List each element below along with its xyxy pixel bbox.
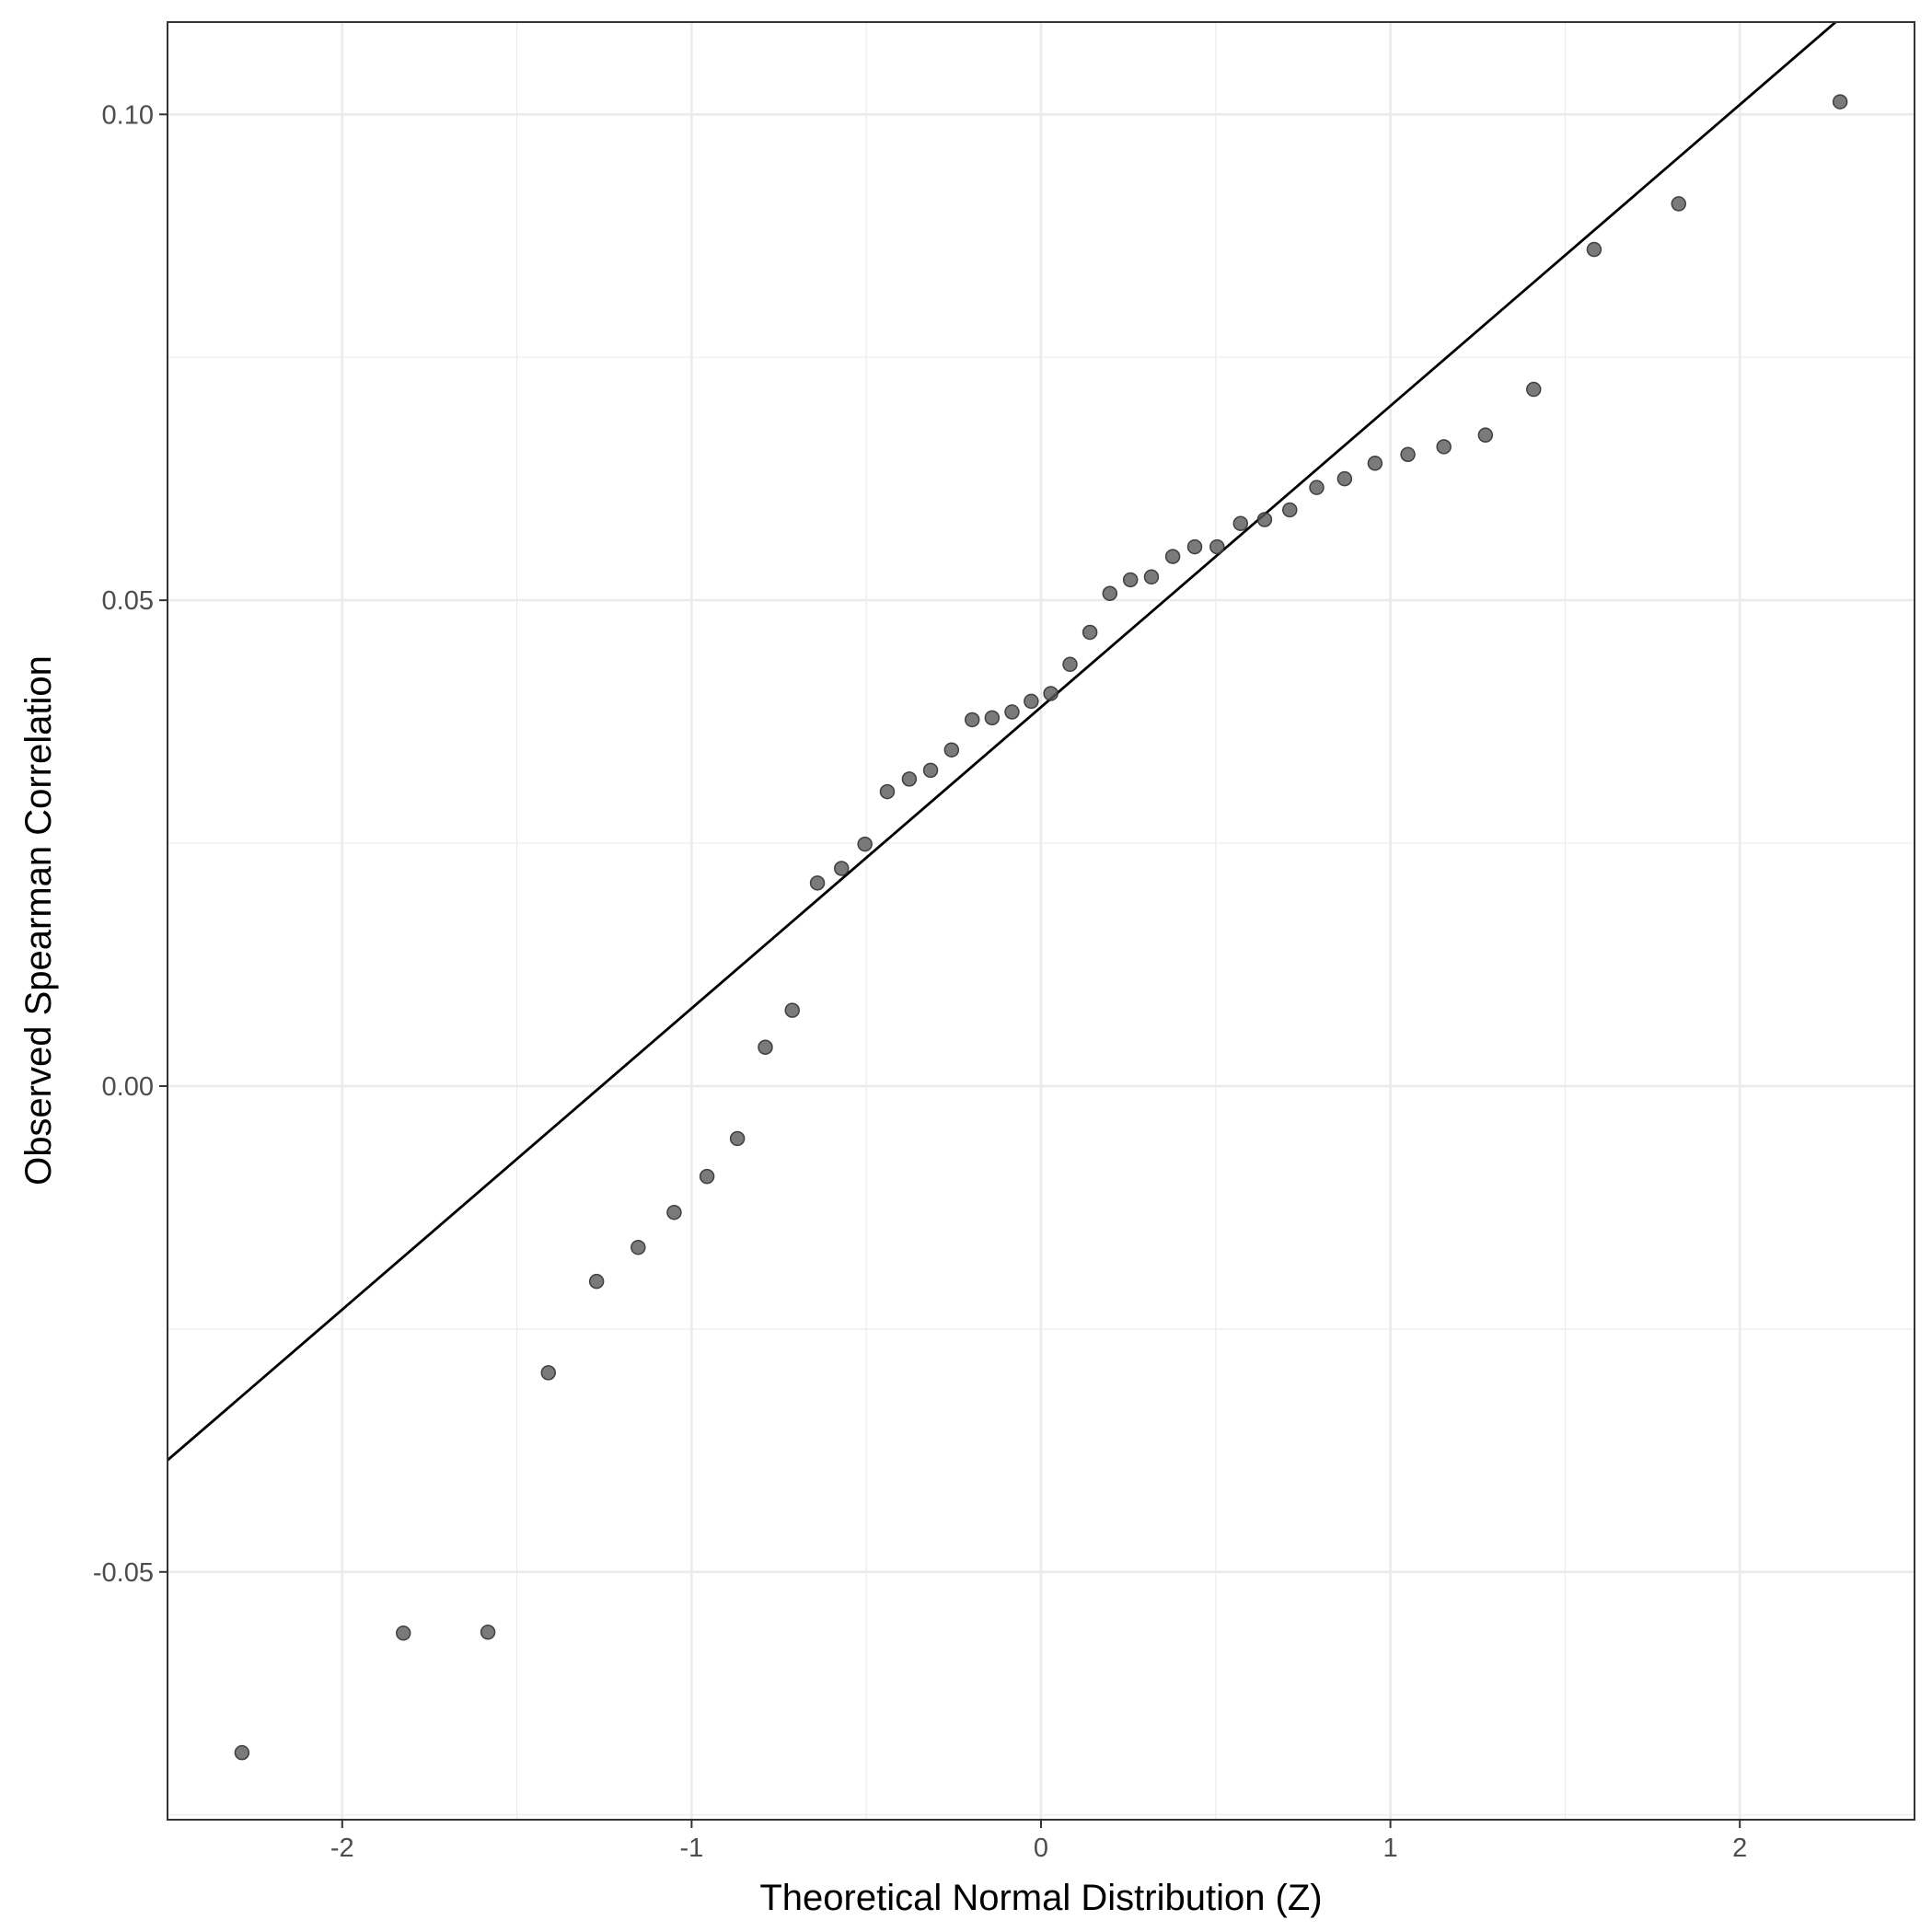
y-axis-title: Observed Spearman Correlation [18,655,59,1186]
data-point [964,711,980,728]
x-tick-label: 2 [1732,1834,1747,1863]
data-point [1256,512,1273,527]
x-tick-label: 1 [1383,1834,1398,1863]
data-point [1282,502,1298,518]
data-point [480,1625,496,1640]
data-point [1164,549,1181,564]
data-point [1367,456,1383,471]
data-point [540,1365,557,1381]
data-point [1671,196,1687,212]
data-point [666,1204,682,1221]
data-point [699,1168,715,1185]
y-tick-label: -0.05 [93,1558,154,1588]
data-point [943,742,960,758]
data-point [1400,446,1416,463]
data-point [729,1130,746,1147]
data-point [395,1625,411,1641]
data-point [857,836,873,852]
data-point [1082,624,1098,641]
data-point [1143,569,1160,585]
data-points [234,94,1848,1761]
data-point [1062,656,1078,673]
data-point [1232,515,1249,531]
x-axis-ticks: -2 -1 0 1 2 [330,1820,1747,1863]
data-point [922,762,939,779]
data-point [1024,693,1039,710]
data-point [833,861,850,876]
data-point [1004,704,1020,720]
reference-line-layer [168,22,1838,1462]
y-tick-label: 0.00 [102,1072,154,1102]
data-point [1525,381,1542,398]
data-point [901,771,918,787]
data-point [984,710,1001,726]
y-tick-label: 0.10 [102,100,154,130]
x-tick-label: -2 [330,1834,354,1863]
data-point [1102,585,1118,601]
data-point [879,783,896,800]
data-point [1336,470,1353,487]
data-point [588,1273,605,1290]
data-point [631,1239,646,1255]
data-point [1043,686,1059,701]
x-tick-label: 0 [1034,1834,1048,1863]
data-point [1186,538,1203,555]
data-point [1436,439,1452,455]
y-axis-ticks: -0.05 0.00 0.05 0.10 [93,100,168,1588]
data-point [1477,427,1494,443]
y-tick-label: 0.05 [102,586,154,616]
data-point [758,1039,773,1055]
data-point [1209,538,1225,555]
reference-line [168,22,1838,1462]
x-tick-label: -1 [680,1834,704,1863]
data-point [1309,480,1325,495]
data-point [1586,241,1602,258]
x-axis-title: Theoretical Normal Distribution (Z) [759,1878,1322,1918]
data-point [784,1002,800,1018]
data-point [809,875,826,891]
data-point [1832,94,1848,110]
data-point [234,1744,250,1761]
data-point [1122,572,1139,588]
major-gridlines [168,22,1915,1820]
